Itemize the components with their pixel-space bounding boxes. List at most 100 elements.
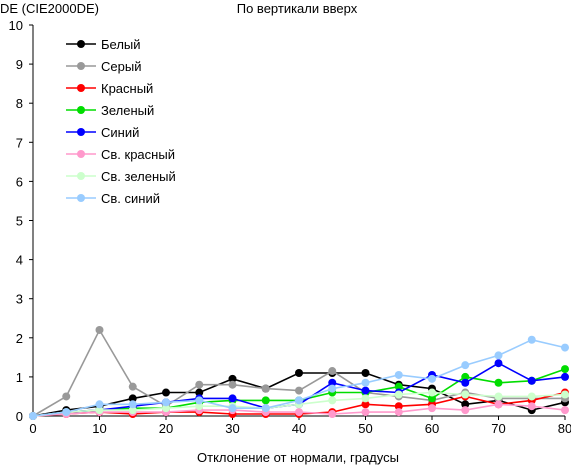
data-point <box>162 388 170 397</box>
data-point <box>261 404 270 413</box>
legend-item: Св. синий <box>66 191 160 206</box>
data-point <box>128 394 137 403</box>
y-tick-label: 10 <box>9 18 23 33</box>
data-point <box>361 400 370 409</box>
legend-marker <box>77 62 85 70</box>
x-tick-label: 70 <box>491 421 505 436</box>
data-point <box>461 400 470 409</box>
data-point <box>29 412 37 420</box>
data-point <box>394 402 403 411</box>
y-tick-label: 9 <box>16 57 23 72</box>
data-point <box>328 378 337 387</box>
data-point <box>461 361 470 370</box>
legend-item: Серый <box>66 59 141 74</box>
x-tick-label: 30 <box>225 421 239 436</box>
series-layer <box>29 325 569 420</box>
data-point <box>62 392 71 401</box>
x-axis-label: Отклонение от нормали, градусы <box>197 450 399 465</box>
data-point <box>361 408 370 417</box>
legend-label: Св. синий <box>101 191 160 206</box>
data-point <box>428 374 436 383</box>
legend-marker <box>77 128 85 136</box>
data-point <box>95 406 104 415</box>
data-point <box>228 380 237 389</box>
data-point <box>95 400 104 409</box>
legend-marker <box>77 106 85 114</box>
data-point <box>494 359 503 368</box>
y-tick-label: 6 <box>16 174 23 189</box>
legend-item: Св. зеленый <box>66 169 176 184</box>
data-point <box>261 384 270 393</box>
data-point <box>361 394 370 403</box>
data-point <box>228 394 237 403</box>
y-tick-label: 0 <box>16 409 23 424</box>
legend-marker <box>77 40 85 48</box>
y-tick-label: 3 <box>16 292 23 307</box>
data-point <box>361 368 370 377</box>
data-point <box>561 390 569 399</box>
legend-item: Красный <box>66 81 153 96</box>
data-point <box>494 392 503 401</box>
legend-item: Синий <box>66 125 139 140</box>
y-tick-label: 7 <box>16 135 23 150</box>
data-point <box>361 378 370 387</box>
data-point <box>527 392 536 401</box>
data-point <box>394 408 403 417</box>
data-point <box>195 402 204 411</box>
y-tick-label: 2 <box>16 331 23 346</box>
data-point <box>295 386 303 395</box>
x-tick-label: 10 <box>92 421 106 436</box>
x-tick-label: 50 <box>358 421 372 436</box>
data-point <box>361 386 370 395</box>
data-point <box>128 382 137 391</box>
data-point <box>328 396 337 405</box>
x-tick-label: 60 <box>425 421 439 436</box>
data-point <box>195 380 204 389</box>
chart-title: По вертикали вверх <box>237 1 358 16</box>
data-point <box>62 408 71 417</box>
legend-marker <box>77 172 85 180</box>
legend-label: Белый <box>101 37 141 52</box>
data-point <box>228 404 237 413</box>
data-point <box>195 388 204 397</box>
data-point <box>461 372 470 381</box>
data-point <box>162 404 170 413</box>
axes: 0 1 2 3 4 5 6 7 8 9 10 0 10 20 30 40 50 60 70 80 <box>9 18 571 436</box>
x-tick-label: 20 <box>159 421 173 436</box>
data-point <box>461 378 470 387</box>
data-point <box>428 404 436 413</box>
data-point <box>561 365 569 374</box>
legend-label: Св. зеленый <box>101 169 176 184</box>
data-point <box>95 325 104 334</box>
data-point <box>561 372 569 381</box>
data-point <box>461 406 470 415</box>
data-point <box>527 402 536 411</box>
x-tick-label: 0 <box>29 421 36 436</box>
legend-marker <box>77 150 85 158</box>
data-point <box>428 394 436 403</box>
x-tick-label: 80 <box>558 421 571 436</box>
legend-marker <box>77 84 85 92</box>
data-point <box>561 343 569 352</box>
data-point <box>328 367 337 376</box>
data-point <box>394 390 403 399</box>
legend-item: Белый <box>66 37 141 52</box>
y-tick-label: 8 <box>16 96 23 111</box>
data-point <box>162 398 170 407</box>
data-point <box>428 388 436 397</box>
data-point <box>328 384 337 393</box>
legend: Белый Серый Красный Зеленый Синий Св. красный… <box>66 37 176 206</box>
data-point <box>128 400 137 409</box>
legend-item: Св. красный <box>66 147 175 162</box>
data-point <box>527 376 536 385</box>
data-point <box>494 351 503 360</box>
data-point <box>328 410 337 419</box>
legend-item: Зеленый <box>66 103 154 118</box>
series-8 <box>29 335 569 420</box>
data-point <box>527 335 536 344</box>
data-point <box>494 378 503 387</box>
data-point <box>228 374 237 383</box>
data-point <box>195 396 204 405</box>
data-point <box>295 408 303 417</box>
